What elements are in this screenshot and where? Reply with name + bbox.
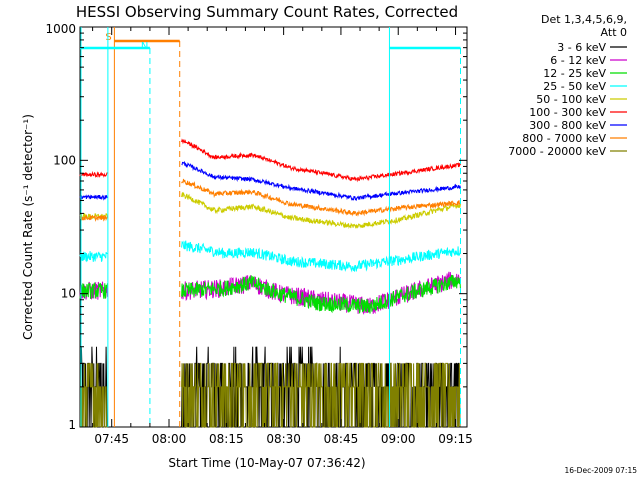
chart-title: HESSI Observing Summary Count Rates, Cor… <box>76 3 458 21</box>
series-line-4-segment-2 <box>181 240 461 273</box>
series-line-8-segment-1 <box>79 214 108 222</box>
x-tick-label: 08:30 <box>266 432 301 446</box>
x-tick-label: 08:45 <box>324 432 359 446</box>
x-tick-label: 08:15 <box>209 432 244 446</box>
saa-label: S <box>105 32 111 43</box>
series-line-7-segment-2 <box>181 160 461 202</box>
legend-header-line-1: Det 1,3,4,5,6,9, <box>541 13 627 26</box>
y-axis: 1 10 100 1000 <box>45 22 467 432</box>
series-line-4-segment-1 <box>79 251 108 263</box>
legend-label-6: 100 - 300 keV <box>529 106 606 119</box>
series-line-8-segment-2 <box>181 178 461 217</box>
series-line-2-segment-1 <box>79 281 108 300</box>
y-tick-label: 100 <box>53 153 76 167</box>
legend-header-line-2: Att 0 <box>601 26 627 39</box>
x-tick-label: 09:15 <box>438 432 473 446</box>
legend-label-8: 800 - 7000 keV <box>522 132 606 145</box>
y-tick-label: 1 <box>68 418 76 432</box>
legend-label-7: 300 - 800 keV <box>529 119 606 132</box>
series-line-3-segment-2 <box>181 274 461 314</box>
legend-label-3: 12 - 25 keV <box>543 67 606 80</box>
series-line-9-segment-1 <box>80 362 108 428</box>
legend-label-9: 7000 - 20000 keV <box>508 145 606 158</box>
y-axis-label: Corrected Count Rate (s⁻¹ detector⁻¹) <box>21 114 35 340</box>
night-label-1: N <box>141 41 148 52</box>
legend-label-1: 3 - 6 keV <box>557 41 606 54</box>
series-line-6-segment-2 <box>181 138 461 183</box>
legend-label-5: 50 - 100 keV <box>536 93 606 106</box>
series-line-6-segment-1 <box>79 170 108 178</box>
x-tick-label: 08:00 <box>152 432 187 446</box>
x-axis-label: Start Time (10-May-07 07:36:42) <box>168 456 365 470</box>
x-axis: 07:45 08:00 08:15 08:30 08:45 09:00 09:15 <box>92 27 473 446</box>
y-tick-label: 1000 <box>45 22 76 36</box>
series-line-3-segment-1 <box>79 281 108 299</box>
series-line-9-segment-2 <box>181 362 461 428</box>
series-line-7-segment-1 <box>79 194 108 201</box>
x-tick-label: 09:00 <box>381 432 416 446</box>
series-line-5-segment-2 <box>181 192 461 230</box>
time-marker-layer: SN <box>80 27 462 427</box>
generation-timestamp: 16-Dec-2009 07:15 <box>564 466 637 475</box>
legend-label-2: 6 - 12 keV <box>550 54 606 67</box>
x-tick-label: 07:45 <box>94 432 129 446</box>
legend-label-4: 25 - 50 keV <box>543 80 606 93</box>
y-tick-label: 10 <box>61 287 76 301</box>
series-layer <box>79 138 461 428</box>
